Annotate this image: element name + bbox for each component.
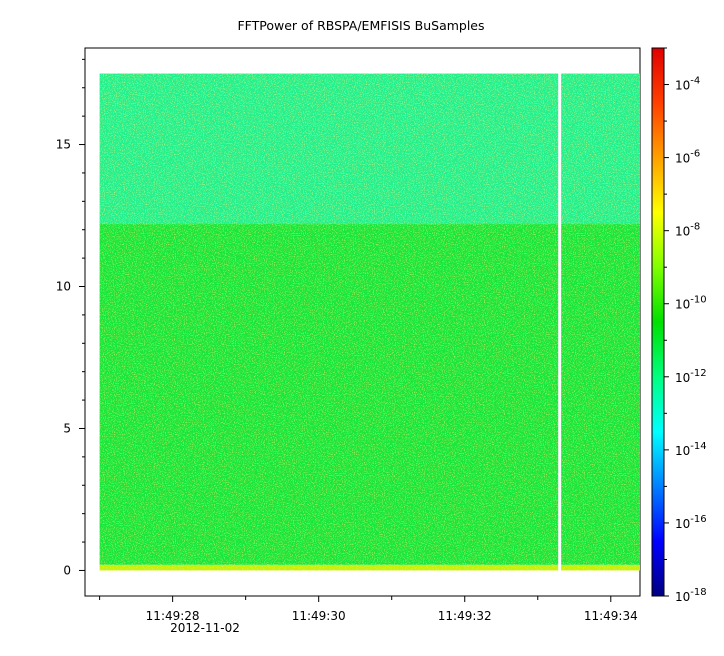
spectrogram-band xyxy=(99,224,640,565)
spectrogram-bands xyxy=(99,73,640,571)
y-tick-label: 15 xyxy=(56,138,71,152)
y-tick-label: 10 xyxy=(56,280,71,294)
colorbar-tick-label: 10-4 xyxy=(675,76,700,93)
x-axis: 11:49:28 11:49:30 11:49:32 11:49:34 xyxy=(99,596,638,623)
x-tick-label: 11:49:30 xyxy=(292,609,346,623)
y-tick-label: 0 xyxy=(63,563,71,577)
colorbar-tick-label: 10-6 xyxy=(675,149,700,166)
x-tick-label: 11:49:28 xyxy=(146,609,200,623)
chart-title: FFTPower of RBSPA/EMFISIS BuSamples xyxy=(237,18,484,33)
colorbar-axis: 10-18 10-16 10-14 10-12 10-10 10-8 10-6 10-4 xyxy=(664,47,707,604)
colorbar-tick-label: 10-8 xyxy=(675,222,700,239)
x-tick-label: 11:49:34 xyxy=(584,609,638,623)
data-gap-line xyxy=(558,73,562,571)
colorbar xyxy=(651,47,665,597)
colorbar-tick-label: 10-18 xyxy=(675,587,707,604)
colorbar-tick-label: 10-12 xyxy=(675,368,707,385)
colorbar-tick-label: 10-10 xyxy=(675,295,707,312)
colorbar-tick-label: 10-16 xyxy=(675,514,707,531)
y-axis: 0 5 10 15 xyxy=(56,58,85,577)
spectrogram-band xyxy=(99,564,640,571)
y-tick-label: 5 xyxy=(63,421,71,435)
colorbar-tick-label: 10-14 xyxy=(675,441,707,458)
x-axis-date-label: 2012-11-02 xyxy=(170,621,240,635)
spectrogram-band xyxy=(99,73,640,225)
x-tick-label: 11:49:32 xyxy=(438,609,492,623)
